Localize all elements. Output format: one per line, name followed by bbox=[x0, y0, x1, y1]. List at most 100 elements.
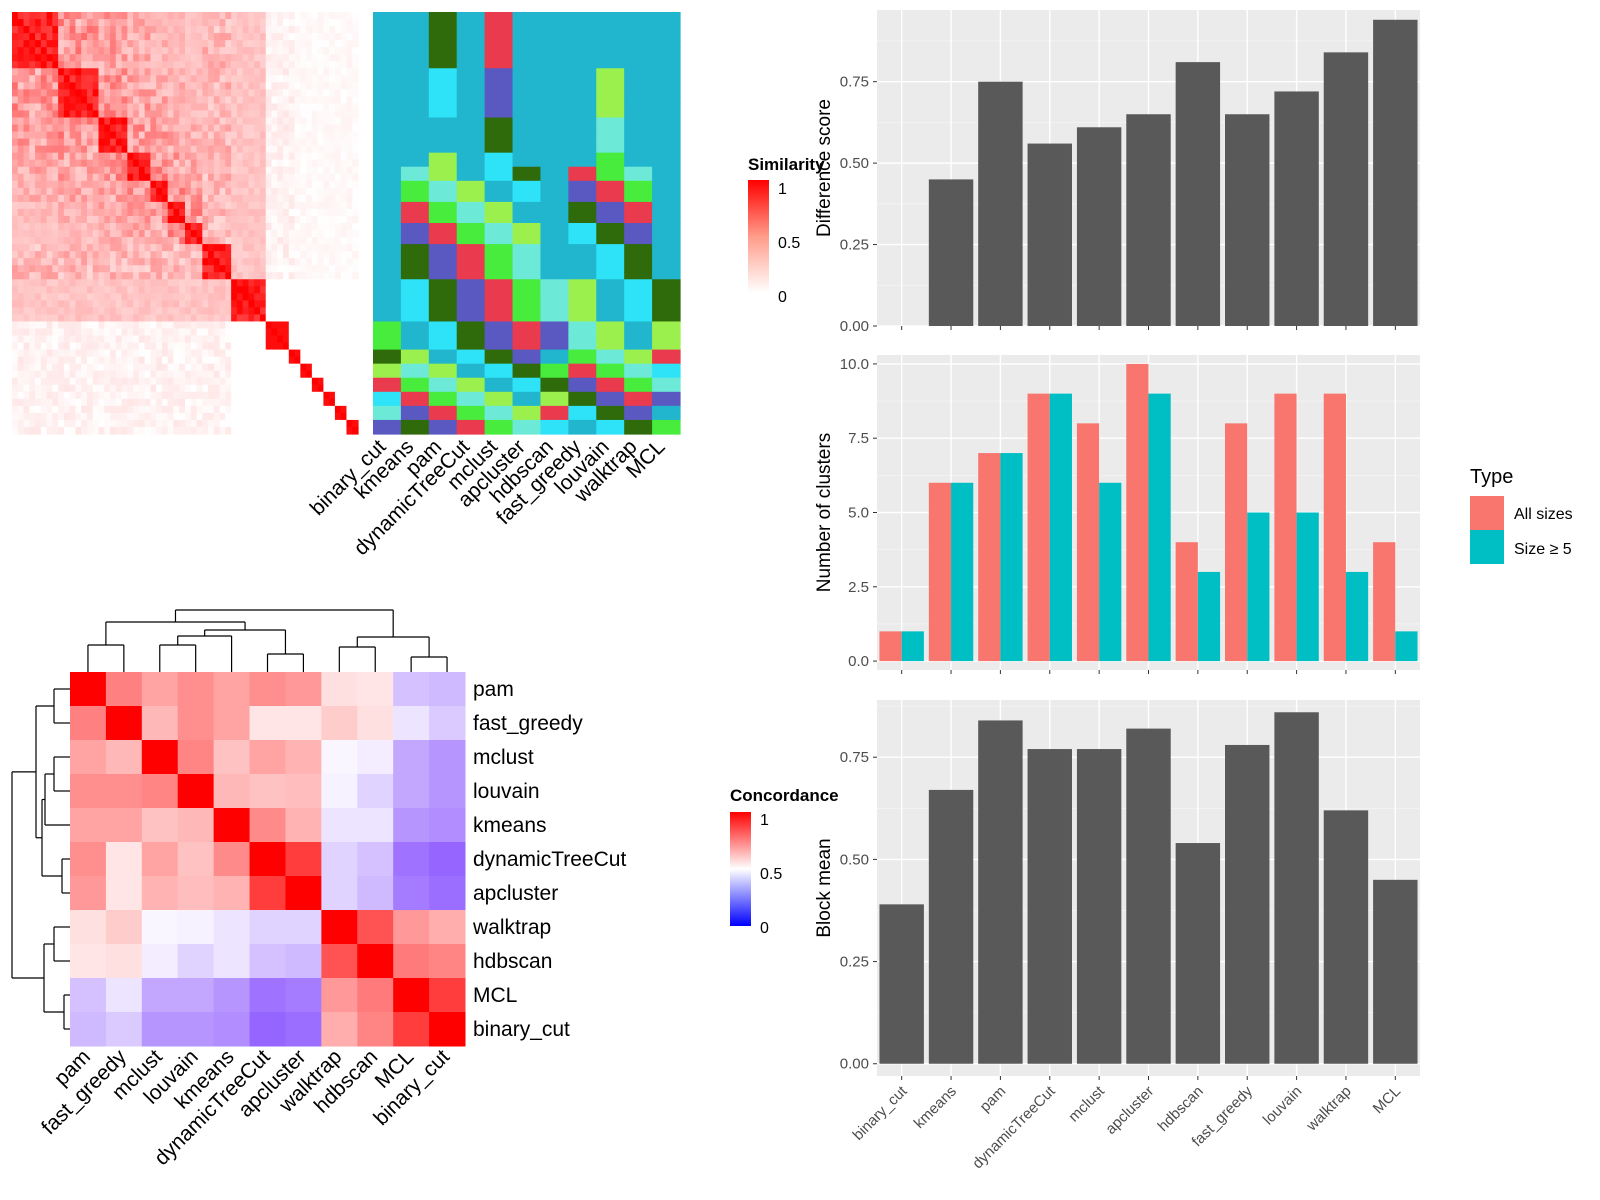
similarity-cell bbox=[196, 328, 203, 337]
similarity-cell bbox=[167, 201, 175, 210]
concordance-cell bbox=[141, 706, 179, 741]
similarity-cell bbox=[190, 194, 198, 203]
similarity-cell bbox=[23, 328, 30, 337]
cluster-assignment-cell bbox=[540, 12, 569, 20]
similarity-cell bbox=[352, 138, 359, 147]
similarity-cell bbox=[294, 61, 301, 69]
cluster-assignment-cell bbox=[428, 201, 458, 210]
cluster-assignment-cell bbox=[568, 279, 597, 287]
similarity-cell bbox=[288, 159, 296, 168]
concordance-cell bbox=[70, 944, 107, 979]
similarity-cell bbox=[329, 75, 336, 83]
similarity-cell bbox=[161, 307, 169, 316]
similarity-cell bbox=[259, 61, 267, 69]
similarity-cell bbox=[225, 412, 232, 421]
similarity-cell bbox=[167, 61, 175, 69]
similarity-cell bbox=[17, 244, 25, 252]
similarity-cell bbox=[23, 180, 30, 189]
similarity-cell bbox=[254, 300, 261, 308]
cluster-assignment-cell bbox=[596, 89, 625, 97]
similarity-cell bbox=[306, 180, 313, 189]
similarity-cell bbox=[52, 33, 59, 41]
similarity-cell bbox=[156, 61, 163, 69]
similarity-cell bbox=[35, 180, 42, 189]
cluster-assignment-cell bbox=[456, 68, 486, 76]
similarity-cell bbox=[17, 363, 25, 372]
similarity-cell bbox=[121, 391, 128, 400]
similarity-cell bbox=[161, 201, 169, 210]
similarity-cell bbox=[69, 286, 77, 294]
similarity-cell bbox=[300, 356, 307, 365]
cluster-assignment-cell bbox=[512, 314, 542, 323]
similarity-cell bbox=[161, 82, 169, 90]
similarity-cell bbox=[144, 405, 151, 414]
similarity-cell bbox=[340, 272, 348, 280]
cluster-assignment-cell bbox=[373, 103, 402, 112]
similarity-cell bbox=[63, 124, 71, 133]
similarity-cell bbox=[271, 265, 278, 273]
similarity-cell bbox=[265, 131, 273, 140]
similarity-cell bbox=[121, 419, 128, 428]
similarity-cell bbox=[340, 138, 348, 147]
similarity-cell bbox=[196, 208, 203, 217]
similarity-cell bbox=[92, 405, 100, 414]
similarity-cell bbox=[81, 384, 88, 393]
cluster-assignment-cell bbox=[624, 54, 653, 62]
similarity-cell bbox=[334, 328, 342, 337]
similarity-cell bbox=[52, 391, 59, 400]
similarity-cell bbox=[329, 328, 336, 337]
concordance-cell bbox=[105, 808, 143, 843]
similarity-cell bbox=[334, 405, 342, 414]
cluster-assignment-cell bbox=[540, 251, 569, 259]
similarity-cell bbox=[311, 363, 319, 372]
similarity-cell bbox=[144, 300, 151, 308]
similarity-cell bbox=[283, 244, 290, 252]
similarity-cell bbox=[242, 89, 250, 97]
similarity-cell bbox=[213, 244, 221, 252]
similarity-cell bbox=[46, 412, 53, 421]
similarity-cell bbox=[225, 237, 232, 245]
similarity-cell bbox=[248, 286, 255, 294]
cluster-assignment-cell bbox=[400, 124, 430, 133]
similarity-cell bbox=[138, 342, 146, 351]
similarity-cell bbox=[58, 349, 65, 358]
similarity-cell bbox=[208, 110, 215, 119]
similarity-cell bbox=[300, 26, 307, 34]
similarity-cell bbox=[92, 335, 100, 344]
similarity-cell bbox=[127, 40, 134, 48]
similarity-cell bbox=[271, 201, 278, 210]
similarity-cell bbox=[58, 279, 65, 287]
similarity-cell bbox=[104, 54, 111, 62]
similarity-cell bbox=[150, 314, 157, 323]
similarity-cell bbox=[219, 307, 226, 316]
cluster-assignment-cell bbox=[568, 117, 597, 126]
cluster-assignment-cell bbox=[512, 82, 542, 90]
similarity-cell bbox=[213, 201, 221, 210]
cluster-assignment-cell bbox=[512, 272, 542, 280]
similarity-cell bbox=[259, 293, 267, 301]
similarity-cell bbox=[219, 419, 226, 428]
similarity-cell bbox=[329, 201, 336, 210]
similarity-cell bbox=[29, 152, 36, 161]
similarity-cell bbox=[283, 384, 290, 393]
similarity-cell bbox=[185, 335, 192, 344]
similarity-cell bbox=[173, 110, 180, 119]
similarity-cell bbox=[311, 321, 319, 330]
similarity-cell bbox=[329, 286, 336, 294]
similarity-cell bbox=[219, 237, 226, 245]
similarity-cell bbox=[29, 68, 36, 76]
similarity-cell bbox=[271, 96, 278, 105]
similarity-cell bbox=[208, 26, 215, 34]
similarity-cell bbox=[213, 138, 221, 147]
similarity-cell bbox=[40, 279, 48, 287]
similarity-cell bbox=[185, 279, 192, 287]
similarity-cell bbox=[248, 12, 255, 20]
similarity-cell bbox=[144, 180, 151, 189]
similarity-cell bbox=[69, 110, 77, 119]
similarity-cell bbox=[283, 180, 290, 189]
similarity-cell bbox=[225, 230, 232, 238]
similarity-cell bbox=[334, 370, 342, 379]
cluster-assignment-cell bbox=[596, 279, 625, 287]
similarity-cell bbox=[340, 363, 348, 372]
similarity-cell bbox=[323, 61, 330, 69]
